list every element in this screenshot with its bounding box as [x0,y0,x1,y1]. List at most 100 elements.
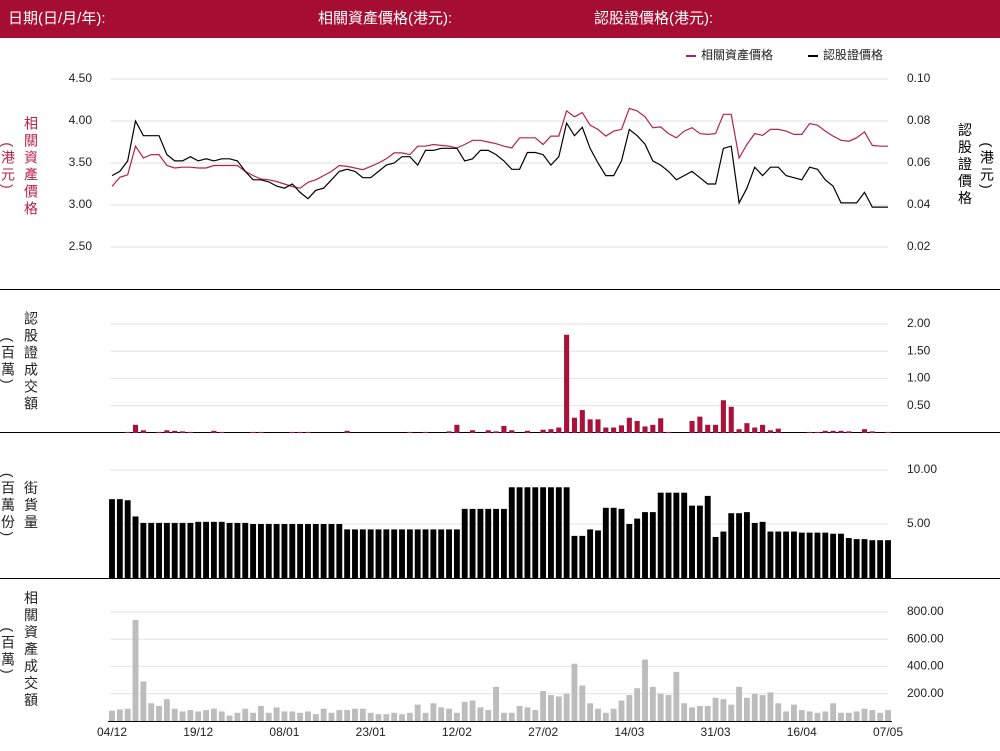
bar [250,712,257,721]
bar [634,420,640,433]
y-axis-title: 相關資產價格 [23,116,39,218]
x-tick-label: 14/03 [614,725,644,739]
bar [775,428,781,433]
bar [226,715,233,721]
bar [579,535,586,578]
bar [211,430,217,433]
bar [132,424,139,433]
bar [430,703,437,721]
bar [140,430,146,433]
bar [705,424,711,433]
bar [853,711,860,721]
y-tick-label: 400.00 [907,659,944,673]
bar [877,540,884,578]
bar [258,431,264,433]
bar [775,531,782,578]
bar [587,419,593,433]
bar [148,522,155,578]
bar [634,688,641,721]
y-tick-label: 0.06 [907,155,931,169]
bar [493,508,500,578]
bar [861,708,868,721]
bar [885,431,891,433]
bar [548,429,554,433]
bar [689,505,695,578]
bar [665,492,672,578]
bar [665,695,672,721]
bar [555,696,562,721]
y2-axis-unit: (港元) [979,142,995,191]
bar [383,714,390,721]
bar [375,714,382,721]
bar [414,704,421,721]
bar [767,531,774,578]
bar [814,712,821,721]
bar [320,524,327,578]
bar [399,714,405,721]
bar [665,431,672,433]
bar [281,524,288,578]
bar [273,524,280,578]
bar [422,431,429,433]
bar [375,529,382,578]
bar [626,695,633,721]
bar [179,711,186,721]
bar [524,707,531,721]
bar [602,712,609,721]
bar [728,513,735,578]
bar [626,417,632,433]
bar [524,430,530,433]
bar [469,700,476,721]
bar [171,522,178,578]
bar [297,524,304,578]
bar [344,710,351,721]
bar [822,532,829,578]
bar [744,423,750,433]
bar [759,521,766,578]
x-tick-label: 27/02 [528,725,558,739]
bar [838,533,844,578]
bar [164,430,170,433]
bar [540,690,547,721]
bar [657,693,664,721]
bar [571,417,578,433]
bar [846,431,852,433]
bar [752,427,758,433]
bar [328,524,335,578]
bar [289,524,296,578]
bar [626,524,633,578]
bar [516,705,523,721]
bar [469,508,476,578]
bar [336,524,343,578]
bar [548,487,554,578]
y-axis-unit: (百萬) [0,337,16,386]
bar [885,540,891,578]
bar [783,531,790,578]
bar [712,697,719,721]
bar [657,492,664,578]
bar [806,532,813,578]
y-axis-title: 街貨量 [23,481,39,532]
bar [446,708,452,721]
bar [218,521,225,578]
y-tick-label: 0.04 [907,197,931,211]
bar [132,516,139,578]
bar [493,686,500,721]
bar [438,529,445,578]
bar [720,699,727,721]
bar [446,529,452,578]
x-tick-label: 23/01 [356,725,386,739]
bar [500,712,507,721]
bar [179,431,186,433]
x-tick-label: 12/02 [442,725,472,739]
bar [681,492,688,578]
bar [195,711,202,721]
bar [720,400,726,433]
y-tick-label: 4.00 [69,113,93,127]
bar [406,712,413,721]
bar [461,508,468,578]
bar [305,431,311,433]
underlying-label: 相關資產價格(港元): [318,10,452,27]
bar [485,710,492,721]
bar [798,710,805,721]
